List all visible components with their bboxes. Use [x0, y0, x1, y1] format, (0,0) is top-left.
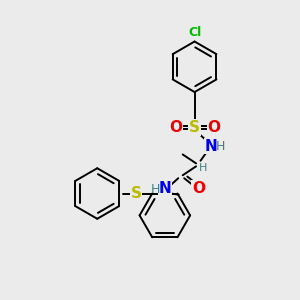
- Text: S: S: [189, 120, 200, 135]
- Text: H: H: [216, 140, 225, 153]
- Text: S: S: [130, 186, 141, 201]
- Text: N: N: [205, 139, 217, 154]
- Text: O: O: [169, 120, 182, 135]
- Text: N: N: [158, 181, 171, 196]
- Text: O: O: [207, 120, 220, 135]
- Text: H: H: [151, 183, 160, 196]
- Text: Cl: Cl: [188, 26, 201, 39]
- Text: H: H: [199, 163, 207, 173]
- Text: O: O: [192, 181, 205, 196]
